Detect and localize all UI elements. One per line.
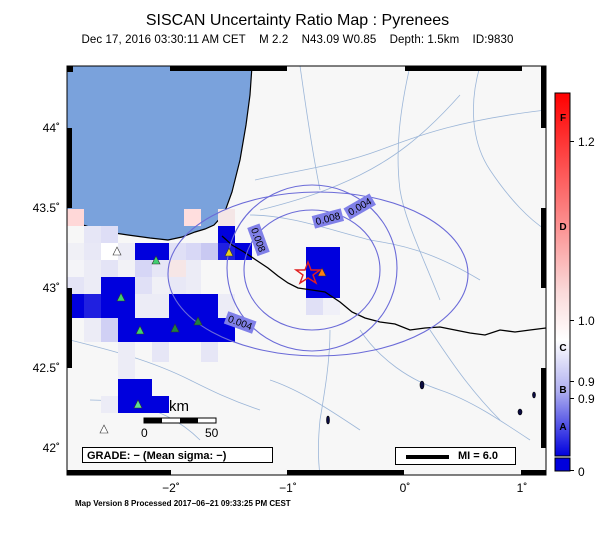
- lon-tick: 1˚: [517, 481, 528, 495]
- grade-letter: A: [559, 422, 566, 433]
- event-location: N43.09 W0.85: [301, 34, 377, 46]
- station-triangle-icon: [135, 325, 145, 335]
- lat-ticks: 44˚ 43.5˚ 43˚ 42.5˚ 42˚: [33, 121, 60, 455]
- event-datetime: Dec 17, 2016 03:30:11 AM CET: [81, 34, 246, 46]
- grade-letter: B: [559, 385, 566, 396]
- grade-letter: F: [560, 113, 566, 124]
- lon-tick: −2˚: [162, 481, 180, 495]
- map-title: SISCAN Uncertainty Ratio Map : Pyrenees: [145, 12, 450, 29]
- lakes: [326, 380, 536, 425]
- station-triangle-icon: [317, 267, 327, 277]
- processing-footer: Map Version 8 Processed 2017−06−21 09:33…: [75, 499, 291, 508]
- station-triangle-icon: [112, 246, 122, 256]
- colorbar: F D C B A 1.2 1.0 0.9 0.9 0: [554, 92, 595, 479]
- station-triangle-icon: [170, 323, 180, 333]
- station-triangle-icon: [193, 316, 203, 326]
- lat-tick: 42˚: [43, 441, 60, 455]
- station-triangle-icon: [99, 424, 109, 434]
- scale-end: 50: [205, 426, 219, 440]
- lon-tick: 0˚: [400, 481, 411, 495]
- lon-ticks: −2˚ −1˚ 0˚ 1˚: [162, 481, 527, 495]
- mi-label: MI = 6.0: [458, 450, 499, 462]
- grade-letter: C: [559, 343, 566, 354]
- colorbar-tick: 0: [578, 465, 585, 479]
- event-magnitude: M 2.2: [259, 34, 289, 46]
- lat-tick: 42.5˚: [33, 361, 60, 375]
- lon-tick: −1˚: [279, 481, 297, 495]
- grade-legend: GRADE: − (Mean sigma: −): [82, 447, 273, 463]
- lat-tick: 44˚: [43, 121, 60, 135]
- map-area: 0.004 0.008 0.008 0.004: [67, 66, 546, 475]
- mi-legend: MI = 6.0: [395, 447, 516, 465]
- station-triangle-icon: [224, 247, 234, 257]
- colorbar-tick: 0.9: [578, 375, 595, 389]
- colorbar-tick: 1.0: [578, 314, 595, 328]
- lat-tick: 43˚: [43, 281, 60, 295]
- colorbar-tick: 0.9: [578, 392, 595, 406]
- event-id: ID:9830: [472, 34, 514, 46]
- scale-start: 0: [141, 426, 148, 440]
- event-depth: Depth: 1.5km: [389, 34, 460, 46]
- station-triangle-icon: [116, 292, 126, 302]
- sea-area: [67, 66, 252, 240]
- mi-bar-icon: [406, 455, 449, 459]
- frame-checker: [67, 66, 546, 475]
- station-triangle-icon: [133, 399, 143, 409]
- epicenter-star-icon: [293, 260, 323, 285]
- lat-tick: 43.5˚: [33, 201, 60, 215]
- station-triangle-icon: [151, 255, 161, 265]
- stations: [99, 246, 327, 434]
- colorbar-tick: 1.2: [578, 135, 595, 149]
- event-info: Dec 17, 2016 03:30:11 AM CET M 2.2 N43.0…: [0, 34, 595, 46]
- grade-letter: D: [559, 222, 566, 233]
- border-line: [221, 235, 546, 336]
- uncertainty-contours: [167, 184, 469, 357]
- scale-unit: km: [169, 398, 189, 415]
- scale-bar: [143, 417, 217, 424]
